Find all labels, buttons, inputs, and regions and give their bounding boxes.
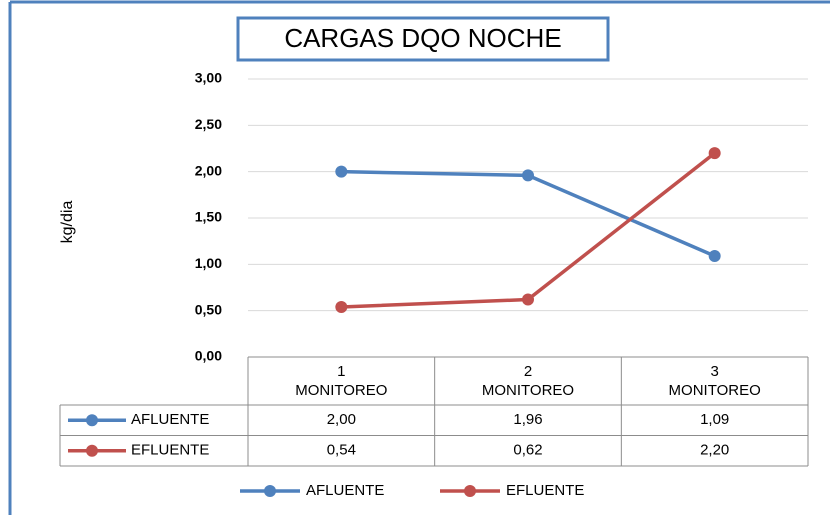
point [335, 165, 348, 178]
value-label: 1,09 [700, 411, 729, 428]
y-tick-label: 2,00 [195, 162, 222, 178]
legend-label: AFLUENTE [306, 482, 384, 499]
table-row-label: EFLUENTE [131, 442, 209, 459]
point [522, 293, 534, 306]
series-line [341, 169, 716, 258]
x-tick-label: 3 MONITOREO [668, 363, 761, 399]
value-label: 2,20 [700, 442, 729, 459]
value-label: 2,00 [327, 411, 356, 428]
chart-title: CARGAS DQO NOCHE [284, 23, 561, 53]
value-label: 0,54 [327, 442, 356, 459]
category-cell: 1 MONITOREO [295, 363, 388, 399]
x-tick-label: 1 MONITOREO [295, 363, 388, 399]
point [522, 169, 534, 182]
y-tick-label: 2,50 [195, 116, 222, 132]
point [335, 300, 348, 313]
legend-key [86, 444, 98, 457]
x-tick-label: 2 MONITOREO [481, 363, 575, 399]
y-tick-label: 1,50 [195, 209, 222, 225]
legend-key [464, 485, 476, 497]
y-tick-label: 0,00 [195, 348, 222, 364]
category-cell: 2 MONITOREO [481, 363, 575, 399]
point [708, 249, 721, 262]
category-cell: 3 MONITOREO [668, 363, 761, 399]
value-label: 0,62 [513, 442, 542, 459]
value-label: 1,96 [513, 411, 542, 428]
point [708, 147, 721, 160]
y-tick-label: 0,50 [195, 301, 222, 317]
legend-key [86, 414, 98, 427]
table-row-label: AFLUENTE [131, 411, 209, 428]
y-axis-label: kg/dia [59, 201, 76, 244]
legend-key [264, 485, 276, 497]
y-tick-label: 1,00 [195, 255, 222, 271]
y-tick-label: 3,00 [195, 70, 222, 86]
title-box [236, 16, 610, 62]
legend-label: EFLUENTE [506, 482, 584, 499]
